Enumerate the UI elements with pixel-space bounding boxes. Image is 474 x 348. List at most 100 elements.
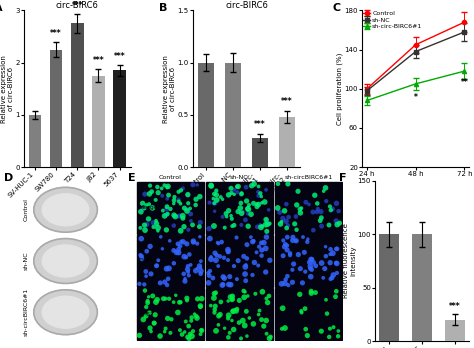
Point (170, 201, 178, 206)
Point (176, 243, 184, 249)
Point (283, 219, 290, 224)
Point (197, 268, 205, 274)
Point (235, 320, 243, 325)
Y-axis label: Relative fluorescence
intensity: Relative fluorescence intensity (343, 223, 356, 299)
Point (205, 280, 212, 286)
Point (156, 280, 164, 286)
Text: Merge: Merge (138, 205, 157, 210)
Point (279, 253, 287, 259)
Point (240, 288, 247, 294)
Point (233, 276, 241, 282)
Point (189, 182, 197, 188)
Point (151, 321, 158, 326)
Point (292, 214, 300, 219)
Point (150, 320, 158, 326)
Point (155, 190, 162, 196)
Bar (198, 63, 214, 167)
Point (161, 183, 168, 188)
Point (281, 325, 289, 331)
Point (177, 299, 184, 305)
Point (237, 191, 245, 197)
Point (149, 293, 156, 299)
Point (197, 258, 205, 264)
Point (322, 244, 329, 250)
Point (283, 243, 291, 248)
Point (274, 181, 282, 187)
Point (318, 223, 325, 229)
Bar (279, 117, 295, 167)
Point (146, 183, 154, 188)
Point (283, 234, 291, 240)
Point (266, 258, 273, 263)
Point (263, 218, 270, 223)
Point (329, 272, 337, 278)
Point (233, 306, 241, 312)
Point (185, 273, 192, 278)
Point (139, 206, 147, 212)
Point (162, 296, 169, 301)
Point (247, 234, 255, 240)
Point (172, 292, 180, 298)
Point (161, 329, 168, 334)
Point (235, 184, 242, 189)
Point (198, 327, 205, 333)
Point (302, 199, 310, 205)
Point (164, 196, 171, 201)
Point (229, 296, 237, 302)
Point (307, 274, 315, 279)
Point (228, 190, 235, 196)
Point (250, 200, 257, 206)
Point (185, 252, 193, 257)
Point (156, 333, 164, 339)
Point (184, 263, 191, 269)
Point (141, 191, 149, 197)
Point (303, 239, 311, 245)
Point (194, 296, 201, 302)
Text: Control: Control (159, 175, 182, 180)
Point (190, 239, 197, 245)
Point (263, 296, 270, 301)
Point (282, 277, 290, 282)
Point (281, 244, 288, 250)
Point (160, 296, 167, 301)
Point (164, 211, 172, 217)
Point (180, 271, 188, 277)
Ellipse shape (34, 239, 97, 283)
Point (183, 241, 191, 247)
Point (213, 252, 220, 258)
Point (292, 238, 300, 244)
Point (234, 209, 242, 214)
Point (241, 271, 249, 277)
Point (256, 190, 264, 196)
Text: DAPI: DAPI (138, 259, 153, 263)
Point (311, 192, 319, 198)
Point (281, 208, 288, 214)
Point (278, 219, 285, 224)
Point (183, 208, 191, 214)
Point (204, 270, 212, 276)
Point (225, 192, 232, 198)
Text: F: F (339, 173, 347, 183)
Text: sh-circBIRC6#1: sh-circBIRC6#1 (284, 175, 333, 180)
Bar (71, 24, 83, 167)
Point (307, 288, 315, 294)
Point (221, 225, 228, 230)
Point (284, 181, 292, 187)
Point (234, 258, 242, 263)
Point (179, 213, 186, 219)
Point (141, 227, 149, 233)
Bar (206, 182, 273, 234)
Point (198, 296, 206, 301)
Point (215, 313, 222, 319)
Point (333, 200, 340, 206)
Point (243, 309, 250, 314)
Point (227, 185, 235, 191)
Ellipse shape (42, 245, 89, 277)
Point (325, 334, 333, 340)
Point (170, 212, 178, 218)
Point (188, 333, 196, 339)
Point (196, 194, 204, 199)
Point (284, 223, 292, 228)
Point (327, 260, 334, 266)
Point (238, 211, 246, 216)
